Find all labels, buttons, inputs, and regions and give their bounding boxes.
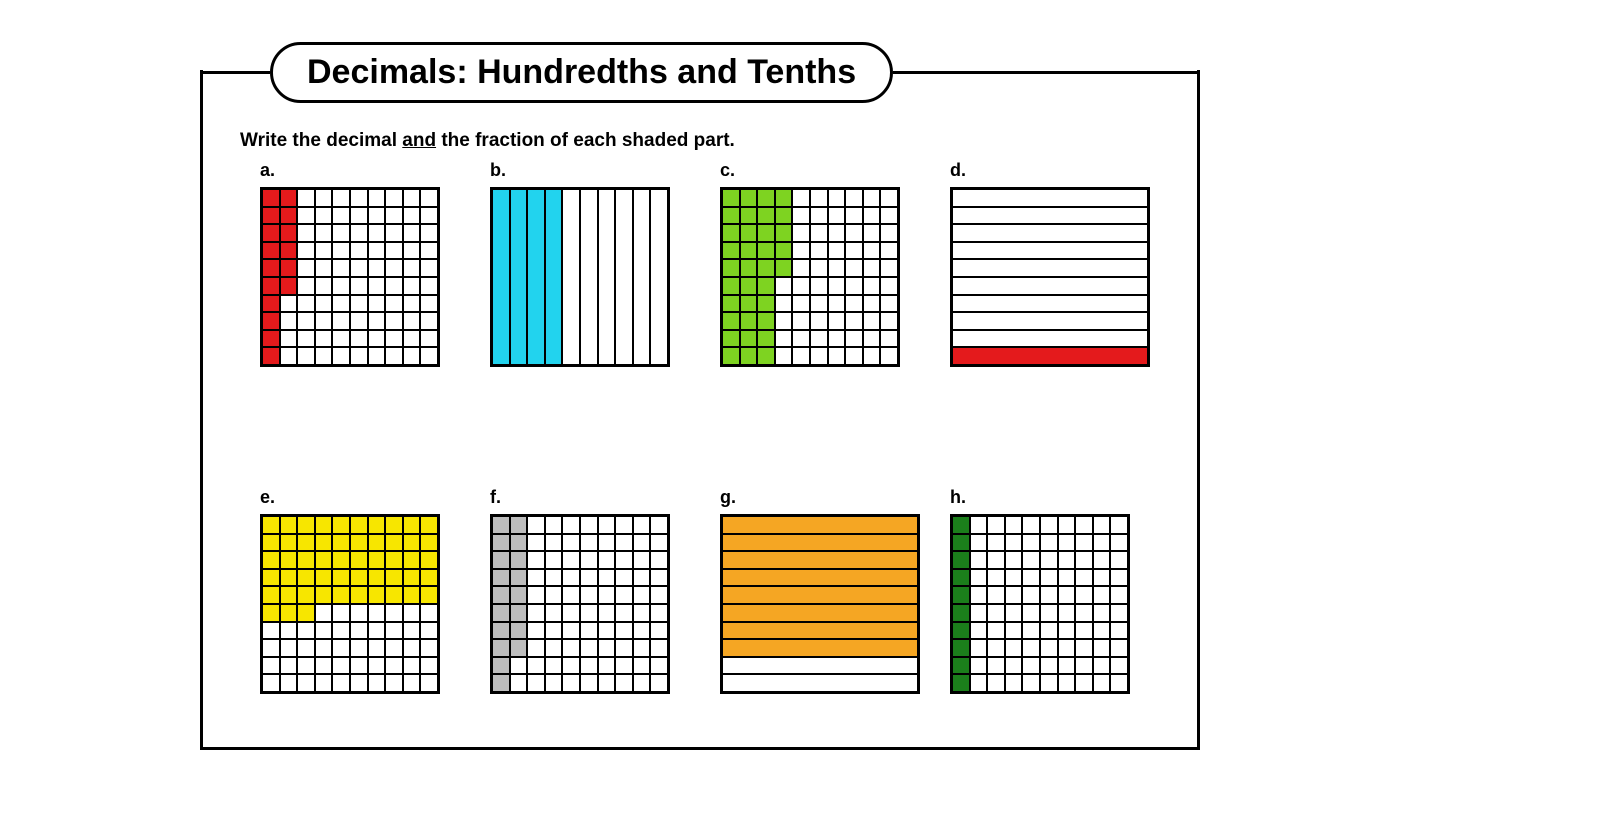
grid-item: d. xyxy=(950,160,1150,367)
hundredths-grid xyxy=(260,514,440,694)
hundredths-grid xyxy=(950,514,1130,694)
grid-label: d. xyxy=(950,160,1150,181)
grid-item: c. xyxy=(720,160,920,367)
grid-label: b. xyxy=(490,160,690,181)
grid-label: e. xyxy=(260,487,460,508)
grid-item: a. xyxy=(260,160,460,367)
grid-item: g. xyxy=(720,487,920,694)
grid-label: h. xyxy=(950,487,1150,508)
instruction-underline: and xyxy=(402,130,436,151)
grid-item: e. xyxy=(260,487,460,694)
grid-item: h. xyxy=(950,487,1150,694)
hundredths-grid xyxy=(260,187,440,367)
tenths-rows-grid xyxy=(720,514,920,694)
grid-item: b. xyxy=(490,160,690,367)
grid-label: a. xyxy=(260,160,460,181)
hundredths-grid xyxy=(490,514,670,694)
grid-item: f. xyxy=(490,487,690,694)
tenths-rows-grid xyxy=(950,187,1150,367)
grid-label: f. xyxy=(490,487,690,508)
tenths-columns-grid xyxy=(490,187,670,367)
grids-container: a. b. c. d. e. f. g. h. xyxy=(260,160,1180,694)
instruction-pre: Write the decimal xyxy=(240,130,402,151)
grid-label: c. xyxy=(720,160,920,181)
instruction-text: Write the decimal and the fraction of ea… xyxy=(240,130,735,152)
instruction-post: the fraction of each shaded part. xyxy=(436,130,735,151)
hundredths-grid xyxy=(720,187,900,367)
grid-label: g. xyxy=(720,487,920,508)
